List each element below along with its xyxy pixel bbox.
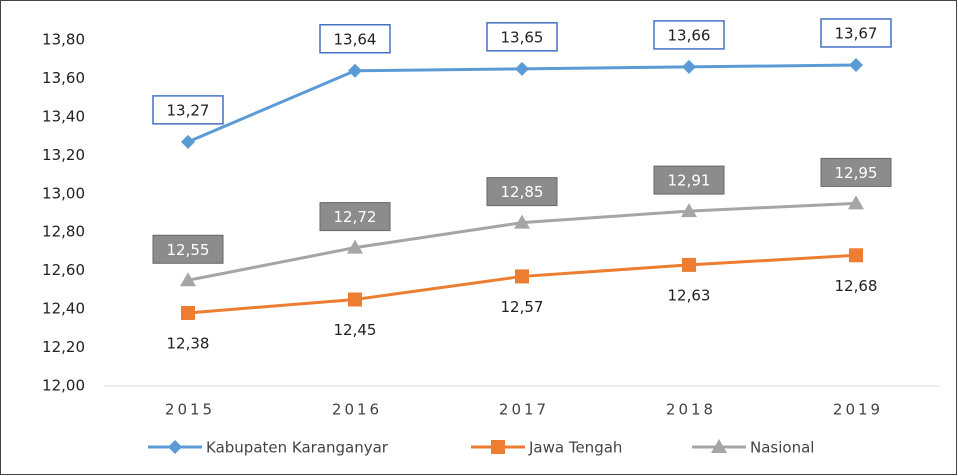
marker bbox=[681, 203, 697, 218]
marker bbox=[180, 272, 196, 287]
marker bbox=[181, 305, 195, 320]
y-tick-label: 13,60 bbox=[42, 69, 85, 87]
legend-label: Nasional bbox=[750, 439, 814, 457]
y-tick-label: 12,20 bbox=[42, 338, 85, 356]
label-box bbox=[152, 95, 224, 125]
x-tick-label: 2015 bbox=[165, 401, 215, 419]
legend-label: Kabupaten Karanganyar bbox=[206, 439, 389, 457]
data-label: 12,63 bbox=[668, 286, 711, 304]
label-box bbox=[653, 20, 725, 50]
y-tick-label: 13,40 bbox=[42, 107, 85, 125]
label-box bbox=[486, 22, 558, 52]
y-tick-label: 12,40 bbox=[42, 300, 85, 318]
label-box bbox=[319, 202, 391, 232]
marker bbox=[849, 57, 863, 72]
data-label: 12,68 bbox=[835, 277, 878, 295]
marker bbox=[682, 59, 696, 74]
legend-marker bbox=[711, 439, 727, 453]
marker bbox=[515, 269, 529, 284]
marker bbox=[849, 248, 863, 263]
y-tick-label: 12,80 bbox=[42, 223, 85, 241]
data-label: 12,38 bbox=[167, 334, 210, 352]
data-label: 12,57 bbox=[501, 298, 544, 316]
marker bbox=[848, 195, 864, 210]
marker bbox=[348, 63, 362, 78]
data-label: 12,91 bbox=[668, 172, 711, 190]
y-tick-label: 12,00 bbox=[42, 377, 85, 395]
label-box bbox=[820, 18, 892, 48]
marker bbox=[682, 257, 696, 272]
y-tick-label: 13,20 bbox=[42, 146, 85, 164]
data-label: 13,66 bbox=[668, 26, 711, 44]
data-label: 12,85 bbox=[501, 183, 544, 201]
marker bbox=[515, 61, 529, 76]
label-box bbox=[486, 177, 558, 207]
x-tick-label: 2017 bbox=[499, 401, 549, 419]
label-box bbox=[653, 165, 725, 195]
legend-marker bbox=[168, 440, 182, 454]
label-box bbox=[152, 234, 224, 264]
data-label: 13,65 bbox=[501, 28, 544, 46]
legend-marker bbox=[491, 440, 505, 454]
x-tick-label: 2019 bbox=[833, 401, 883, 419]
x-tick-label: 2018 bbox=[666, 401, 716, 419]
y-tick-label: 13,80 bbox=[42, 31, 85, 49]
legend-label: Jawa Tengah bbox=[528, 439, 622, 457]
y-tick-label: 12,60 bbox=[42, 261, 85, 279]
data-label: 13,64 bbox=[334, 30, 377, 48]
marker bbox=[514, 214, 530, 229]
marker bbox=[348, 292, 362, 307]
y-tick-label: 13,00 bbox=[42, 184, 85, 202]
data-label: 13,67 bbox=[835, 24, 878, 42]
data-label: 12,55 bbox=[167, 241, 210, 259]
data-label: 13,27 bbox=[167, 101, 210, 119]
x-tick-label: 2016 bbox=[332, 401, 382, 419]
data-label: 12,95 bbox=[835, 164, 878, 182]
data-label: 12,72 bbox=[334, 208, 377, 226]
marker bbox=[347, 239, 363, 254]
label-box bbox=[319, 24, 391, 54]
marker bbox=[181, 134, 195, 149]
label-box bbox=[820, 157, 892, 187]
data-label: 12,45 bbox=[334, 321, 377, 339]
